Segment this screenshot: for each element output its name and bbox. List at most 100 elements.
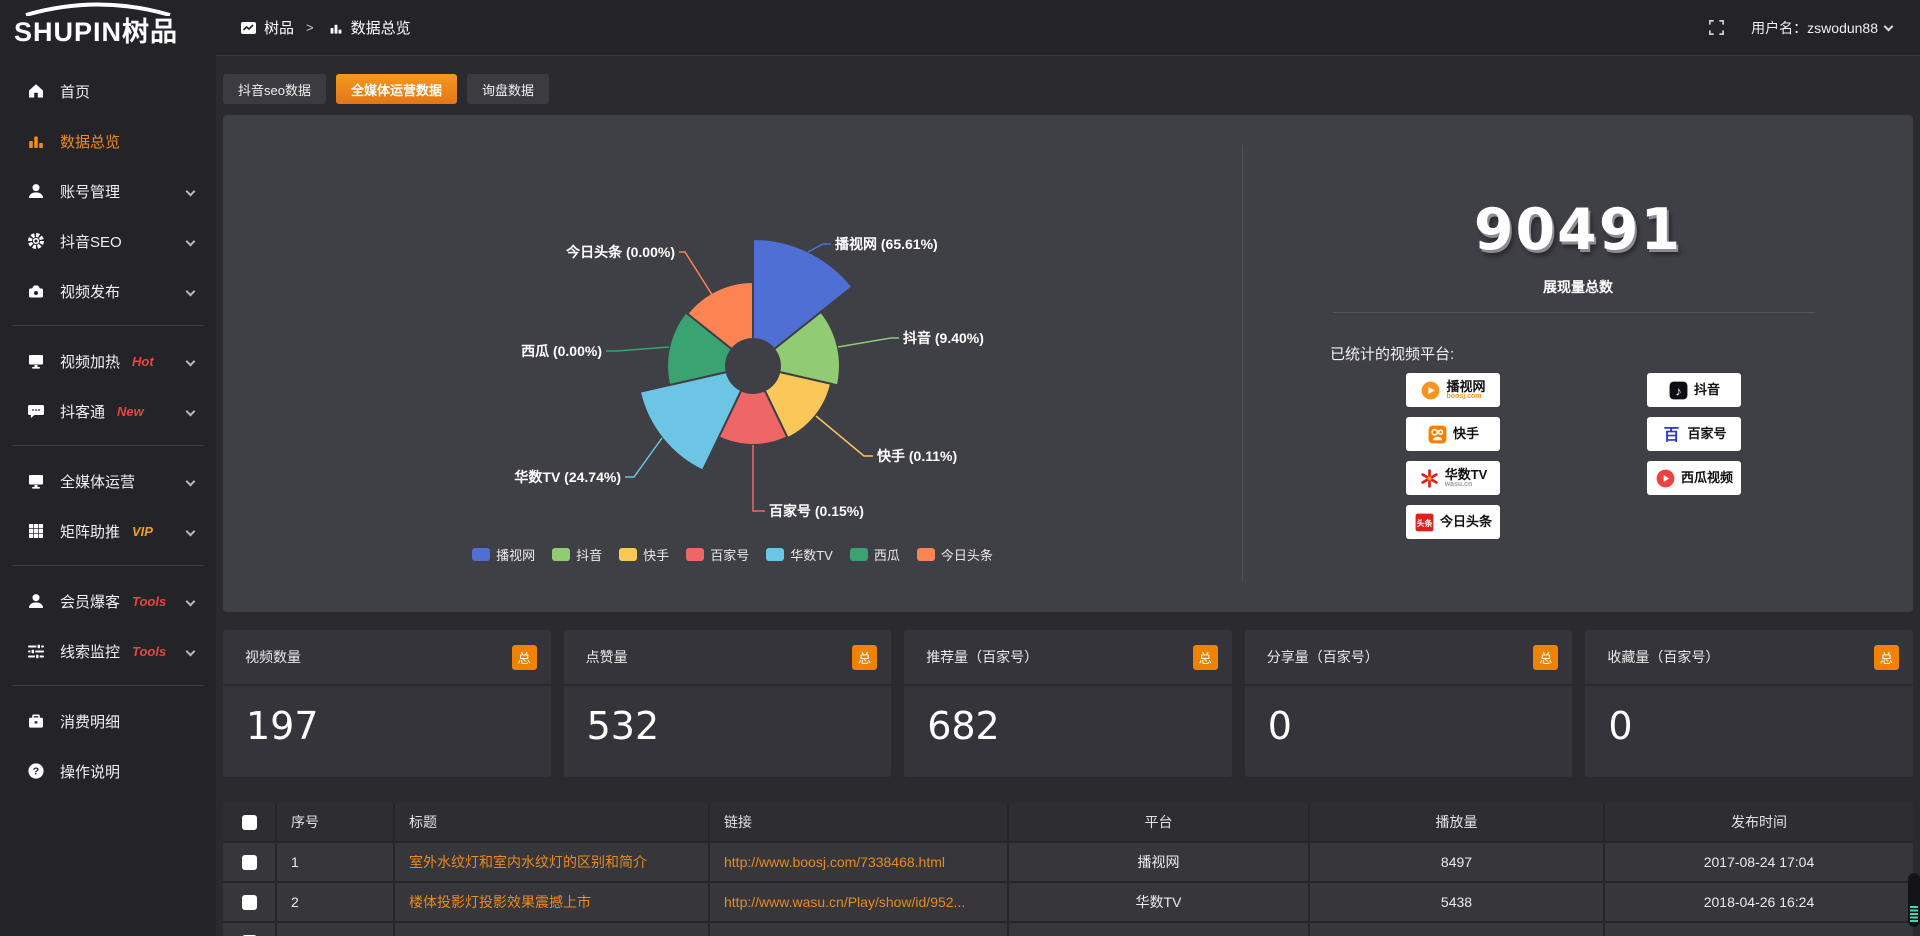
gear-icon — [26, 231, 46, 251]
sidebar-item-label: 线索监控 — [60, 643, 121, 661]
table-row-0: 1 室外水纹灯和室内水纹灯的区别和简介 http://www.boosj.com… — [223, 843, 1913, 883]
tab-1[interactable]: 全媒体运营数据 — [335, 74, 457, 104]
total-badge[interactable]: 总 — [1192, 644, 1218, 670]
chevron-down-icon — [1883, 21, 1894, 31]
table-row-partial — [223, 923, 1913, 936]
sidebar-item-badge: New — [117, 403, 144, 419]
sidebar-item-label: 视频加热 — [60, 353, 121, 371]
sidebar-item-12[interactable]: ? 操作说明 — [0, 746, 216, 796]
stat-card-head: 收藏量（百家号） 总 — [1585, 630, 1913, 686]
boosj-logo-icon — [1420, 380, 1441, 401]
sidebar-item-1[interactable]: 数据总览 — [0, 116, 216, 166]
sliders-icon — [26, 641, 46, 661]
douyin-logo-icon: ♪ — [1668, 380, 1689, 401]
platform-name: 今日头条 — [1439, 514, 1492, 530]
username-value: zswodun88 — [1807, 19, 1878, 36]
platform-name: 快手 — [1452, 426, 1479, 442]
sidebar-item-11[interactable]: 消费明细 — [0, 696, 216, 746]
legend-swatch — [686, 548, 705, 561]
sidebar-item-badge: VIP — [132, 523, 153, 539]
sidebar-item-10[interactable]: 线索监控 Tools — [0, 626, 216, 676]
svg-text:?: ? — [33, 766, 39, 778]
overview-panel: 播视网 (65.61%) 抖音 (9.40%) 快手 (0.11%) 百家号 (0.1… — [223, 115, 1913, 612]
sidebar-item-label: 抖客通 — [60, 403, 106, 421]
platform-badge-西瓜视频: 西瓜视频 — [1647, 461, 1741, 495]
legend-swatch — [849, 548, 868, 561]
chat-icon — [26, 401, 46, 421]
cell-platform: 播视网 — [1009, 843, 1310, 883]
legend-swatch — [472, 548, 491, 561]
total-impressions-value: 90491 — [1473, 197, 1683, 263]
sidebar-item-badge: Hot — [132, 353, 154, 369]
stat-card-1: 点赞量 总 532 — [563, 630, 892, 777]
total-badge[interactable]: 总 — [852, 644, 878, 670]
scrollbar-thumb[interactable] — [1908, 873, 1920, 927]
legend-item-华数TV[interactable]: 华数TV — [766, 545, 833, 564]
platform-badge-快手: 快手 — [1406, 417, 1500, 451]
sidebar-item-5[interactable]: 视频加热 Hot — [0, 336, 216, 386]
row-checkbox[interactable] — [241, 855, 257, 871]
cell-plays: 5438 — [1310, 883, 1605, 923]
cell-title[interactable]: 楼体投影灯投影效果震撼上市 — [395, 883, 710, 923]
sidebar-item-badge: Tools — [132, 593, 167, 609]
stat-card-title: 分享量（百家号） — [1266, 649, 1379, 665]
total-badge[interactable]: 总 — [511, 644, 537, 670]
stat-card-title: 视频数量 — [245, 649, 301, 665]
total-badge[interactable]: 总 — [1873, 644, 1899, 670]
tab-0[interactable]: 抖音seo数据 — [223, 74, 326, 104]
videos-data-table: 序号 标题 链接 平台 播放量 发布时间 1 室外水纹灯和室内水纹灯的区别和简介 http… — [223, 803, 1913, 936]
cell-link[interactable]: http://www.wasu.cn/Play/show/id/952... — [710, 883, 1009, 923]
sidebar-item-7[interactable]: 全媒体运营 — [0, 456, 216, 506]
sidebar-item-3[interactable]: 抖音SEO — [0, 216, 216, 266]
breadcrumb-root[interactable]: 树品 — [264, 20, 295, 37]
home-icon — [26, 81, 46, 101]
svg-text:♪: ♪ — [1675, 384, 1681, 398]
sidebar-item-label: 会员爆客 — [60, 593, 121, 611]
label-line — [752, 445, 765, 512]
legend-label: 快手 — [643, 548, 670, 563]
pie-slice-抖音[interactable] — [772, 310, 841, 387]
sidebar-item-2[interactable]: 账号管理 — [0, 166, 216, 216]
sidebar-item-8[interactable]: 矩阵助推 VIP — [0, 506, 216, 556]
pie-slice-西瓜[interactable] — [666, 310, 734, 387]
pie-slice-今日头条[interactable] — [685, 280, 754, 351]
total-badge[interactable]: 总 — [1533, 644, 1559, 670]
legend-item-今日头条[interactable]: 今日头条 — [916, 545, 993, 564]
sidebar-item-4[interactable]: 视频发布 — [0, 266, 216, 316]
breadcrumb-current: 数据总览 — [350, 20, 411, 37]
sidebar-item-9[interactable]: 会员爆客 Tools — [0, 576, 216, 626]
pie-slice-播视网[interactable] — [752, 237, 854, 351]
sidebar-item-label: 全媒体运营 — [60, 473, 136, 491]
cell-link[interactable]: http://www.boosj.com/7338468.html — [710, 843, 1009, 883]
stat-card-head: 分享量（百家号） 总 — [1244, 630, 1573, 686]
legend-item-西瓜[interactable]: 西瓜 — [849, 545, 900, 564]
legend-item-抖音[interactable]: 抖音 — [552, 545, 602, 564]
user-menu[interactable]: 用户名： zswodun88 — [1751, 18, 1894, 38]
pie-slice-华数TV[interactable] — [638, 370, 743, 472]
scrollbar-stripes — [1910, 906, 1918, 923]
sidebar-item-6[interactable]: 抖客通 New — [0, 386, 216, 436]
legend-item-播视网[interactable]: 播视网 — [472, 545, 535, 564]
sidebar-item-0[interactable]: 首页 — [0, 66, 216, 116]
platform-name: 百家号 — [1687, 426, 1727, 442]
stat-card-value: 682 — [927, 704, 1000, 748]
sidebar-item-label: 视频发布 — [60, 283, 121, 301]
cell-title[interactable]: 室外水纹灯和室内水纹灯的区别和简介 — [395, 843, 710, 883]
platform-badge-华数TV: 华数TV wasu.cn — [1406, 461, 1500, 495]
stat-card-head: 推荐量（百家号） 总 — [904, 630, 1232, 686]
column-header-0: 序号 — [277, 803, 395, 843]
breadcrumb-root-icon — [240, 20, 257, 36]
sidebar-item-label: 消费明细 — [60, 713, 121, 731]
tab-2[interactable]: 询盘数据 — [466, 74, 549, 104]
legend-item-百家号[interactable]: 百家号 — [686, 545, 749, 564]
xigua-logo-icon — [1655, 468, 1676, 489]
cell-index: 2 — [277, 883, 395, 923]
cell-plays: 8497 — [1310, 843, 1605, 883]
chevron-down-icon — [185, 406, 196, 416]
column-header-1: 标题 — [395, 803, 710, 843]
legend-item-快手[interactable]: 快手 — [619, 545, 669, 564]
select-all-checkbox[interactable] — [241, 815, 257, 831]
row-checkbox[interactable] — [241, 895, 257, 911]
fullscreen-icon[interactable] — [1708, 19, 1725, 36]
